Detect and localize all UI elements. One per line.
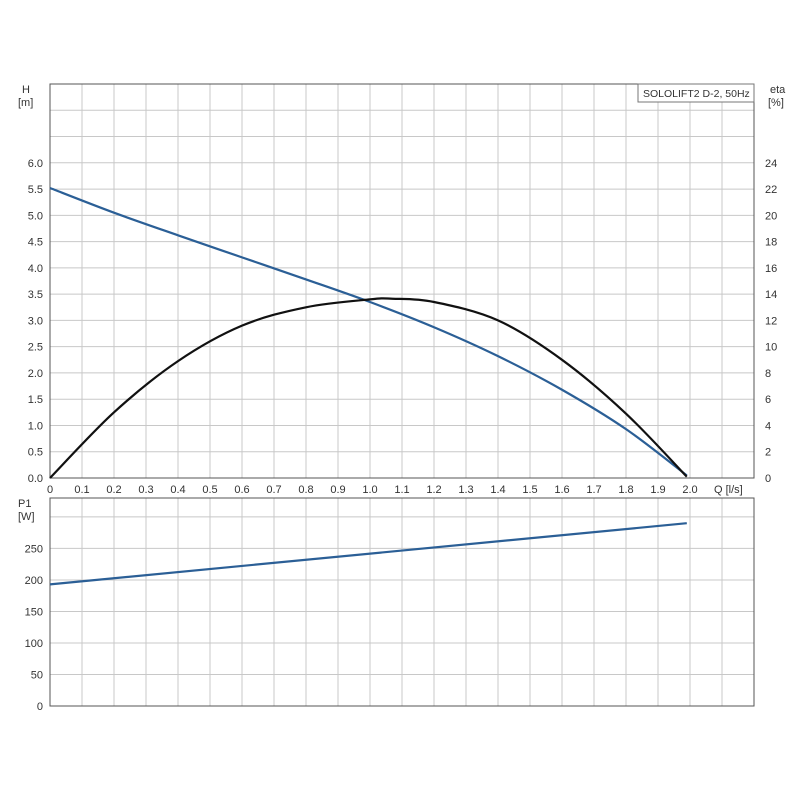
y-right-tick-label: 20 xyxy=(765,210,777,222)
top-y-left-ticks: 0.0 0.5 1.0 1.5 2.0 2.5 3.0 3.5 4.0 4.5 5.0 5.5 6.0 xyxy=(28,158,43,485)
y-left-tick-label: 6.0 xyxy=(28,158,43,170)
y-right-tick-label: 12 xyxy=(765,315,777,327)
p1-tick-label: 250 xyxy=(25,543,43,555)
y-left-tick-label: 0.0 xyxy=(28,473,43,485)
y-left-tick-label: 3.5 xyxy=(28,289,43,301)
x-tick-label: 1.7 xyxy=(586,484,601,496)
y-right-tick-label: 10 xyxy=(765,342,777,354)
y-left-axis-unit: [m] xyxy=(18,97,33,109)
x-tick-label: 0.1 xyxy=(74,484,89,496)
bottom-chart-series xyxy=(49,522,687,586)
x-tick-label: 1.4 xyxy=(490,484,505,496)
y-right-tick-label: 8 xyxy=(765,368,771,380)
efficiency-curve xyxy=(49,297,688,479)
head-efficiency-chart: 0 0.1 0.2 0.3 0.4 0.5 0.6 0.7 0.8 0.9 1.0 1.1 1.2 1.3… xyxy=(18,83,786,496)
x-tick-label: 0.5 xyxy=(202,484,217,496)
bottom-y-left-ticks: 0 50 100 150 200 250 xyxy=(25,543,43,713)
x-tick-label: 1.8 xyxy=(618,484,633,496)
y-right-tick-label: 2 xyxy=(765,447,771,459)
x-tick-label: 1.5 xyxy=(522,484,537,496)
top-chart-grid xyxy=(49,83,755,479)
x-axis-label: Q [l/s] xyxy=(714,484,743,496)
bottom-chart-grid xyxy=(49,498,755,707)
x-tick-label: 1.0 xyxy=(362,484,377,496)
y-left-tick-label: 5.5 xyxy=(28,184,43,196)
x-tick-label: 1.1 xyxy=(394,484,409,496)
p1-tick-label: 0 xyxy=(37,701,43,713)
y-right-tick-label: 18 xyxy=(765,237,777,249)
y-left-tick-label: 3.0 xyxy=(28,315,43,327)
head-curve xyxy=(49,186,688,477)
x-tick-label: 0.3 xyxy=(138,484,153,496)
y-left-tick-label: 4.5 xyxy=(28,237,43,249)
top-chart-series xyxy=(49,186,688,479)
p1-axis-unit: [W] xyxy=(18,511,35,523)
x-tick-label: 1.6 xyxy=(554,484,569,496)
p1-axis-name: P1 xyxy=(18,498,31,510)
y-right-tick-label: 22 xyxy=(765,184,777,196)
x-tick-label: 0 xyxy=(47,484,53,496)
power-chart: 0 50 100 150 200 250 P1 [W] xyxy=(18,497,755,713)
p1-tick-label: 50 xyxy=(31,669,43,681)
x-tick-label: 2.0 xyxy=(682,484,697,496)
y-right-tick-label: 16 xyxy=(765,263,777,275)
y-right-tick-label: 14 xyxy=(765,289,777,301)
power-curve xyxy=(49,522,687,586)
y-right-tick-label: 24 xyxy=(765,158,777,170)
p1-tick-label: 200 xyxy=(25,575,43,587)
y-left-tick-label: 1.5 xyxy=(28,394,43,406)
x-tick-label: 0.7 xyxy=(266,484,281,496)
top-chart-frame xyxy=(49,83,755,479)
x-tick-label: 1.3 xyxy=(458,484,473,496)
x-tick-label: 1.9 xyxy=(650,484,665,496)
p1-tick-label: 150 xyxy=(25,606,43,618)
y-right-tick-label: 4 xyxy=(765,420,771,432)
y-left-tick-label: 2.0 xyxy=(28,368,43,380)
top-x-ticks: 0 0.1 0.2 0.3 0.4 0.5 0.6 0.7 0.8 0.9 1.0 1.1 1.2 1.3… xyxy=(47,484,698,496)
bottom-chart-frame xyxy=(49,497,755,707)
y-left-tick-label: 5.0 xyxy=(28,210,43,222)
x-tick-label: 0.8 xyxy=(298,484,313,496)
x-tick-label: 1.2 xyxy=(426,484,441,496)
y-left-tick-label: 0.5 xyxy=(28,447,43,459)
legend-box-label: SOLOLIFT2 D-2, 50Hz xyxy=(643,88,750,100)
x-tick-label: 0.6 xyxy=(234,484,249,496)
x-tick-label: 0.4 xyxy=(170,484,185,496)
y-right-tick-label: 6 xyxy=(765,394,771,406)
y-right-tick-label: 0 xyxy=(765,473,771,485)
y-left-tick-label: 1.0 xyxy=(28,420,43,432)
x-tick-label: 0.9 xyxy=(330,484,345,496)
legend-box: SOLOLIFT2 D-2, 50Hz xyxy=(637,83,755,103)
p1-tick-label: 100 xyxy=(25,638,43,650)
y-left-tick-label: 4.0 xyxy=(28,263,43,275)
y-left-axis-name: H xyxy=(22,84,30,96)
x-tick-label: 0.2 xyxy=(106,484,121,496)
y-right-axis-name: eta xyxy=(770,84,786,96)
y-left-tick-label: 2.5 xyxy=(28,342,43,354)
y-right-axis-unit: [%] xyxy=(768,97,784,109)
